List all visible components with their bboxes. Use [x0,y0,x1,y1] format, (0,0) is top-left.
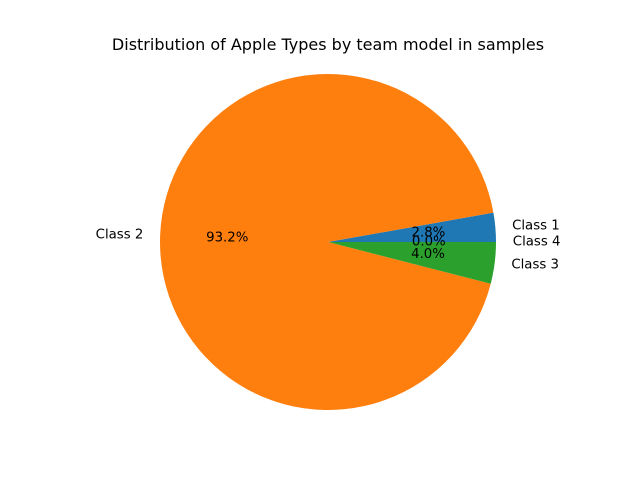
pie-slices [160,74,496,411]
slice-percent-class-3: 4.0% [411,247,445,262]
slice-label-class-1: Class 1 [512,218,560,233]
chart-title: Distribution of Apple Types by team mode… [112,35,544,54]
pie-slice-class-2 [160,74,494,411]
slice-percent-class-1: 2.8% [412,226,446,241]
pie-labels: Class 1 2.8% Class 2 93.2% Class 3 4.0% Class … [96,218,561,272]
slice-label-class-3: Class 3 [511,258,559,273]
slice-percent-class-2: 93.2% [206,231,248,246]
slice-label-class-2: Class 2 [96,228,144,243]
pie-slice-class-3 [328,242,496,284]
pie-slice-class-1 [328,212,496,242]
slice-percent-class-4: 0.0% [412,235,446,250]
slice-label-class-4: Class 4 [513,235,561,250]
